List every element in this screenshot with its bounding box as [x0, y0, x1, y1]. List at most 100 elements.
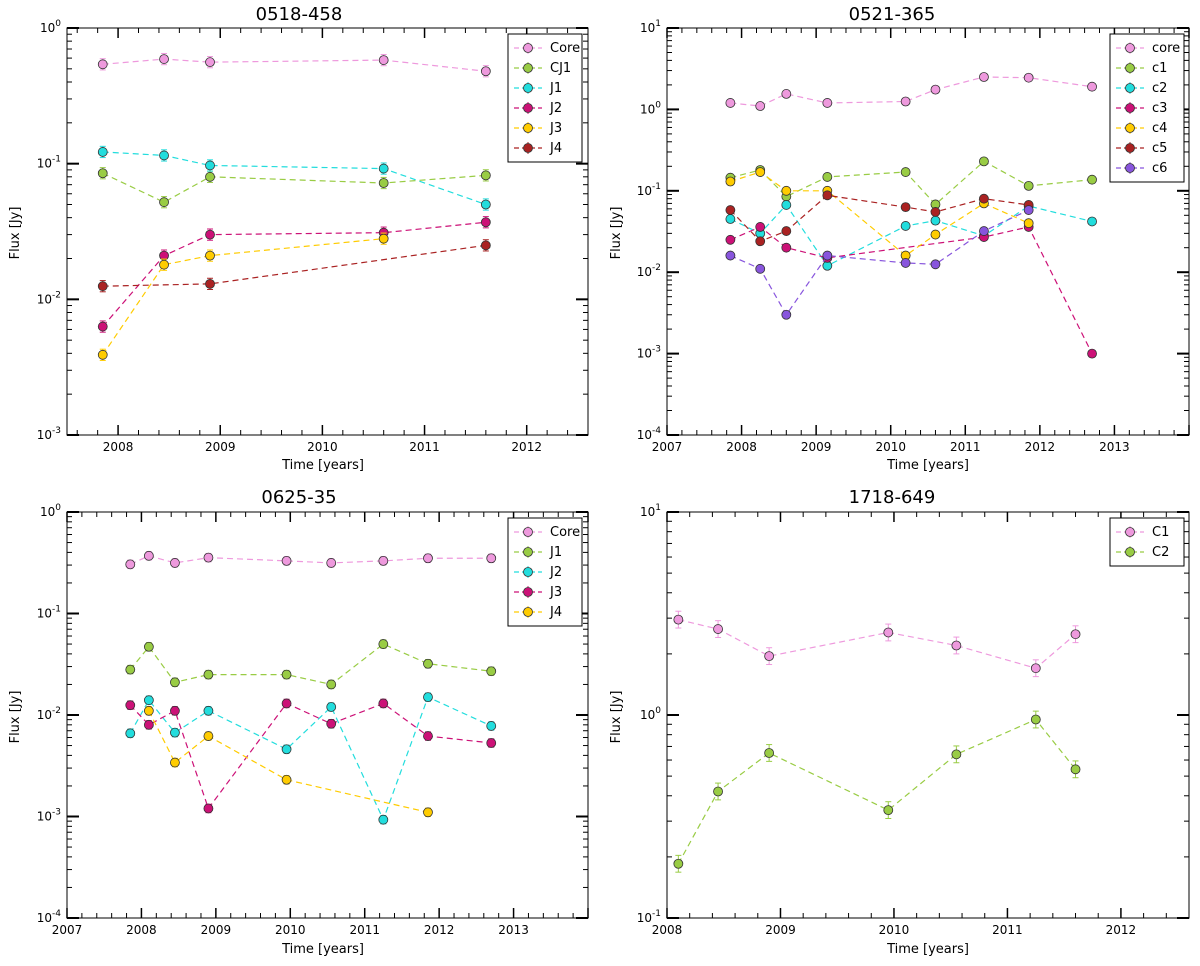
- data-point: [205, 229, 215, 240]
- series-line: [678, 619, 1076, 669]
- data-point: [423, 553, 433, 564]
- data-point: [1087, 348, 1097, 359]
- data-point: [97, 321, 108, 332]
- series-J1: [97, 145, 491, 211]
- data-point: [979, 226, 989, 236]
- legend-label: J3: [549, 585, 562, 600]
- data-point: [378, 55, 389, 65]
- data-point: [97, 59, 108, 70]
- series-c4: [725, 167, 1034, 261]
- data-point: [423, 731, 433, 741]
- data-point: [125, 700, 136, 711]
- data-point: [1030, 663, 1041, 674]
- data-point: [725, 176, 736, 187]
- data-point: [423, 658, 433, 669]
- series-C2: [673, 710, 1081, 873]
- legend-marker: [1125, 83, 1135, 93]
- data-point: [205, 57, 215, 68]
- data-point: [781, 309, 792, 320]
- plot-frame: [66, 27, 589, 436]
- series-c2: [725, 200, 1097, 271]
- data-point: [143, 719, 154, 730]
- data-point: [203, 803, 214, 814]
- data-point: [326, 702, 337, 712]
- data-point: [423, 807, 433, 818]
- legend-label: J4: [549, 141, 562, 156]
- data-point: [378, 639, 389, 649]
- plot-frame: [666, 511, 1190, 919]
- data-point: [378, 178, 389, 188]
- data-point: [725, 234, 736, 245]
- data-point: [159, 150, 169, 161]
- panel-title: 0521-365: [849, 4, 936, 25]
- legend-item: J1: [514, 545, 562, 560]
- data-point: [378, 163, 389, 174]
- data-point: [143, 550, 154, 561]
- data-point: [378, 698, 389, 709]
- data-point: [1070, 764, 1081, 775]
- legend-marker: [1125, 143, 1135, 153]
- data-point: [673, 858, 684, 869]
- data-point: [170, 727, 180, 738]
- data-point: [203, 731, 214, 741]
- legend-item: c6: [1116, 161, 1167, 176]
- legend-label: J2: [549, 565, 562, 580]
- data-point: [781, 242, 792, 253]
- x-tick-label: 2008: [126, 923, 157, 937]
- legend-marker: [523, 607, 533, 617]
- data-point: [979, 156, 989, 167]
- x-tick-label: 2008: [652, 923, 683, 937]
- panel-0521-365: 0521-365 Time [years] Flux [Jy] 2007 2008…: [609, 4, 1190, 473]
- series-J3: [97, 232, 389, 361]
- y-tick-label: 101: [640, 503, 661, 519]
- legend-label: c4: [1152, 121, 1167, 136]
- legend-box: [1109, 517, 1185, 567]
- data-point: [755, 101, 766, 111]
- x-tick-label: 2009: [205, 440, 236, 454]
- data-point: [1087, 81, 1097, 92]
- legend-label: C1: [1152, 525, 1169, 540]
- data-point: [203, 552, 214, 563]
- x-tick-label: 2007: [52, 923, 83, 937]
- y-tick-label: 100: [40, 19, 61, 35]
- data-point: [822, 172, 833, 182]
- legend-marker: [1125, 123, 1135, 133]
- data-point: [822, 250, 833, 261]
- data-point: [781, 89, 792, 99]
- data-point: [781, 200, 792, 210]
- series-c1: [725, 156, 1097, 210]
- legend: Core CJ1 J1 J2 J3 J4: [507, 33, 583, 163]
- panel-0518-458: 0518-458 Time [years] Flux [Jy] 2008 2009…: [8, 4, 589, 473]
- data-point: [159, 197, 169, 208]
- legend-label: c2: [1152, 81, 1167, 96]
- data-point: [755, 236, 766, 247]
- series-C1: [673, 610, 1081, 678]
- y-axis-label: Flux [Jy]: [8, 207, 23, 260]
- legend-item: J2: [514, 101, 562, 116]
- legend-marker: [523, 43, 533, 53]
- data-point: [378, 814, 389, 825]
- data-point: [755, 167, 766, 177]
- data-point: [951, 640, 962, 651]
- series-line: [102, 172, 486, 203]
- legend-marker: [1125, 163, 1135, 173]
- legend-item: c3: [1116, 101, 1167, 116]
- data-point: [486, 553, 497, 564]
- data-point: [326, 679, 337, 690]
- x-tick-label: 2011: [349, 923, 380, 937]
- data-point: [930, 207, 941, 217]
- legend-marker: [523, 567, 533, 577]
- legend-label: CJ1: [550, 61, 571, 76]
- legend-item: J4: [514, 141, 562, 156]
- x-tick-label: 2012: [424, 923, 455, 937]
- legend-item: c2: [1116, 81, 1167, 96]
- series-line: [677, 718, 1076, 865]
- panel-1718-649: 1718-649 Time [years] Flux [Jy] 2008 2009…: [609, 487, 1190, 957]
- x-tick-label: 2008: [103, 440, 134, 454]
- legend-marker: [1125, 103, 1135, 113]
- data-point: [480, 199, 491, 210]
- data-point: [883, 627, 894, 638]
- legend-label: c3: [1152, 101, 1167, 116]
- legend-box: [507, 517, 583, 627]
